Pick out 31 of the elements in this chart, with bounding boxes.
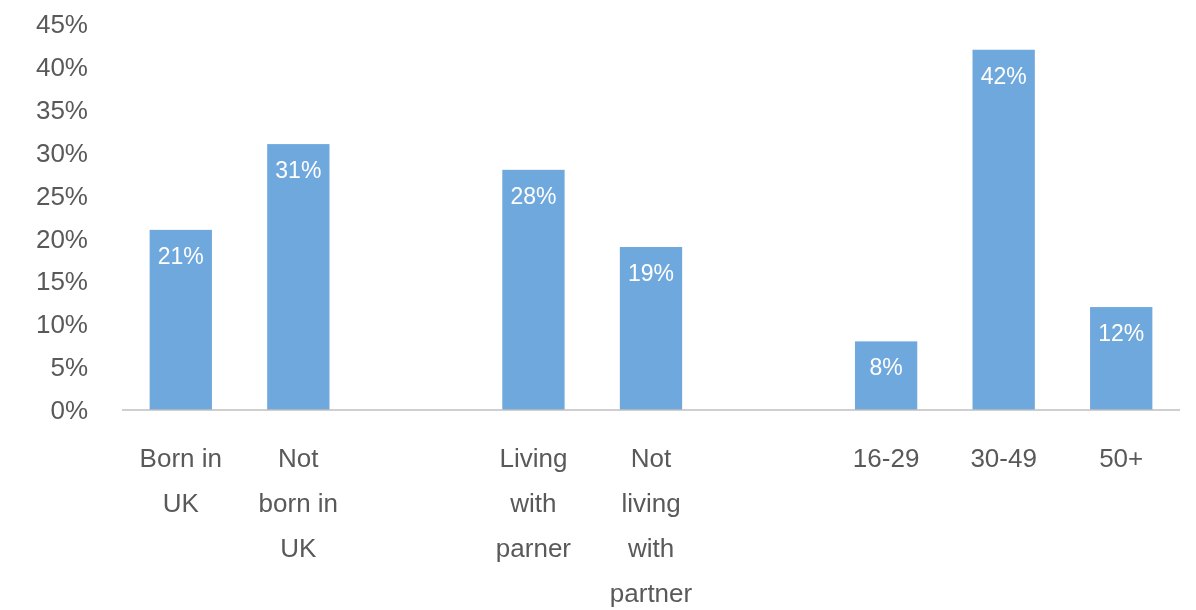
y-tick-label: 35% — [35, 94, 88, 125]
data-label: 28% — [510, 182, 557, 209]
y-tick-label: 5% — [50, 352, 88, 383]
x-tick-label: 16-29 — [852, 443, 920, 473]
bar — [502, 169, 565, 410]
bar — [267, 144, 330, 410]
bar — [972, 49, 1035, 410]
x-tick-label: 50+ — [1099, 443, 1144, 473]
x-tick-label: Born in UK — [139, 443, 222, 518]
x-tick-label: Living with parner — [495, 443, 572, 563]
y-tick-label: 25% — [35, 180, 88, 211]
y-tick-label: 15% — [35, 266, 88, 297]
x-tick-label: Not born in UK — [258, 443, 339, 563]
y-tick-label: 30% — [35, 137, 88, 168]
data-label: 31% — [275, 157, 322, 184]
y-tick-label: 10% — [35, 309, 88, 340]
bar — [1090, 307, 1153, 410]
y-tick-label: 45% — [35, 9, 88, 40]
bar — [854, 341, 918, 410]
y-tick-label: 40% — [35, 51, 88, 82]
bar — [149, 229, 212, 410]
y-tick-label: 0% — [50, 395, 88, 426]
data-label: 12% — [1098, 320, 1145, 347]
data-label: 42% — [980, 62, 1027, 89]
x-tick-label: Not living with partner — [609, 443, 693, 608]
y-tick-label: 20% — [35, 223, 88, 254]
x-tick-label: 30-49 — [970, 443, 1037, 473]
bar — [619, 247, 683, 410]
data-label: 21% — [157, 242, 204, 269]
data-label: 19% — [627, 260, 675, 287]
data-label: 8% — [869, 354, 903, 381]
